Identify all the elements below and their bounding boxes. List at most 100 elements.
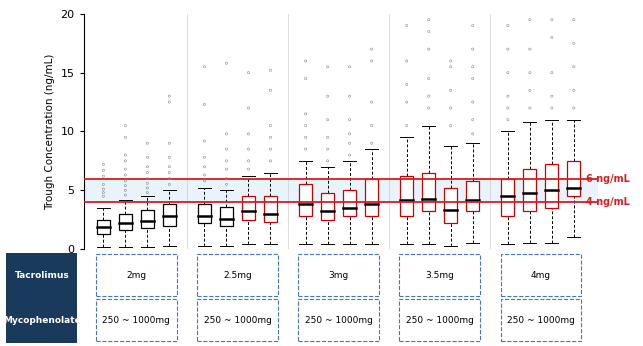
Point <box>300 123 311 128</box>
Text: 3.5mg: 3.5mg <box>425 271 454 280</box>
Point <box>525 105 535 111</box>
Point <box>199 155 210 160</box>
Bar <box>264 196 277 222</box>
Point <box>164 170 174 175</box>
Point <box>164 99 174 105</box>
Bar <box>422 173 435 211</box>
Point <box>199 178 210 184</box>
Point <box>120 158 131 164</box>
Point <box>120 123 131 128</box>
Point <box>367 99 377 105</box>
Bar <box>299 184 312 216</box>
Bar <box>242 196 255 220</box>
Bar <box>545 164 558 208</box>
Point <box>142 140 152 146</box>
Point <box>266 88 276 93</box>
Point <box>300 146 311 152</box>
Bar <box>198 204 211 223</box>
Bar <box>321 193 334 220</box>
Point <box>98 167 109 173</box>
Text: 250 ~ 1000mg: 250 ~ 1000mg <box>204 316 271 325</box>
Point <box>120 178 131 184</box>
Text: 250 ~ 1000mg: 250 ~ 1000mg <box>406 316 474 325</box>
Point <box>98 162 109 167</box>
Point <box>142 170 152 175</box>
Bar <box>220 207 233 226</box>
Point <box>467 64 478 70</box>
Point <box>142 181 152 186</box>
Bar <box>466 181 479 211</box>
Point <box>424 76 434 81</box>
Point <box>367 46 377 52</box>
Point <box>547 70 557 75</box>
Text: Tacrolimus: Tacrolimus <box>14 271 69 280</box>
Text: 250 ~ 1000mg: 250 ~ 1000mg <box>305 316 372 325</box>
Bar <box>523 169 536 211</box>
Point <box>221 131 231 137</box>
Point <box>221 182 231 187</box>
Point <box>266 135 276 140</box>
Point <box>243 146 253 152</box>
Point <box>98 173 109 179</box>
Text: Mycophenolate: Mycophenolate <box>3 316 80 325</box>
Point <box>367 140 377 146</box>
Point <box>568 105 579 111</box>
Point <box>367 123 377 128</box>
Point <box>503 117 513 122</box>
Point <box>142 155 152 160</box>
Point <box>142 185 152 191</box>
Point <box>402 58 412 64</box>
Point <box>243 131 253 137</box>
Point <box>164 164 174 170</box>
Point <box>568 40 579 46</box>
Point <box>322 64 332 70</box>
Point <box>120 183 131 188</box>
Point <box>199 172 210 178</box>
Point <box>568 64 579 70</box>
Point <box>300 76 311 81</box>
Text: 4mg: 4mg <box>530 271 551 280</box>
Point <box>446 88 456 93</box>
Point <box>345 140 355 146</box>
Point <box>266 67 276 73</box>
Point <box>300 135 311 140</box>
Point <box>345 152 355 158</box>
Point <box>467 99 478 105</box>
Point <box>98 193 109 199</box>
Point <box>164 155 174 160</box>
Point <box>199 138 210 144</box>
Point <box>142 176 152 181</box>
Point <box>322 93 332 99</box>
Point <box>199 64 210 70</box>
Point <box>164 140 174 146</box>
Y-axis label: Trough Concentration (ng/mL): Trough Concentration (ng/mL) <box>45 53 55 210</box>
Point <box>568 88 579 93</box>
Point <box>345 131 355 137</box>
Point <box>322 117 332 122</box>
Point <box>402 99 412 105</box>
Bar <box>141 210 154 228</box>
Point <box>525 88 535 93</box>
Point <box>221 158 231 164</box>
Point <box>446 123 456 128</box>
Bar <box>163 204 176 226</box>
Point <box>568 17 579 22</box>
Point <box>164 176 174 181</box>
Point <box>345 64 355 70</box>
Point <box>446 105 456 111</box>
Point <box>424 46 434 52</box>
Point <box>266 146 276 152</box>
Point <box>402 23 412 28</box>
Bar <box>365 179 378 216</box>
Point <box>547 17 557 22</box>
Text: 2.5mg: 2.5mg <box>223 271 252 280</box>
Point <box>142 190 152 195</box>
Point <box>446 58 456 64</box>
Point <box>164 182 174 187</box>
Point <box>120 172 131 178</box>
Point <box>547 35 557 40</box>
Bar <box>502 179 514 216</box>
Point <box>266 123 276 128</box>
Point <box>243 166 253 172</box>
Point <box>221 176 231 181</box>
